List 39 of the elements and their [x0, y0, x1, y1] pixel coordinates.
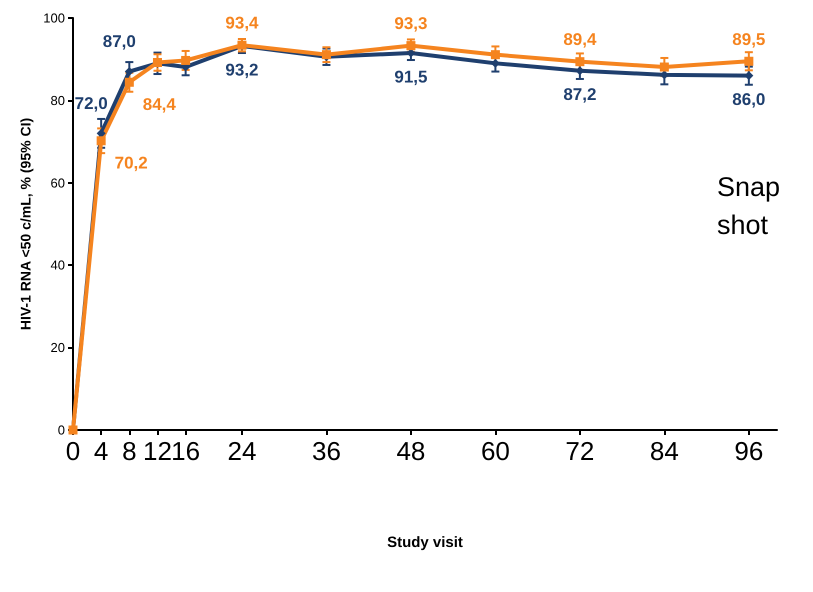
x-tick-label: 84	[650, 436, 679, 466]
y-tick-label: 0	[58, 422, 65, 438]
data-label: 89,4	[563, 30, 597, 50]
data-label: 70,2	[114, 153, 148, 172]
data-label: 84,4	[142, 94, 176, 114]
data-label: 93,4	[225, 14, 260, 33]
x-tick-label: 8	[122, 436, 137, 466]
x-tick-label: 36	[312, 436, 341, 466]
data-label: 93,3	[394, 14, 428, 34]
x-tick-label: 48	[396, 436, 426, 466]
point	[96, 136, 106, 146]
data-label: 86,0	[732, 90, 766, 110]
data-label: 89,5	[732, 30, 766, 49]
y-axis-title: HIV-1 RNA <50 c/mL, % (95% CI)	[17, 118, 34, 330]
y-tick-label: 40	[50, 258, 65, 273]
x-tick-label: 60	[480, 436, 510, 466]
x-axis-title: Study visit	[387, 534, 463, 551]
point	[406, 41, 416, 50]
x-tick-label: 24	[228, 436, 256, 466]
data-label: 87,0	[102, 32, 136, 52]
point	[181, 56, 190, 65]
y-tick-label: 80	[50, 92, 65, 108]
data-label: 91,5	[394, 68, 428, 87]
point	[124, 78, 134, 87]
y-tick-label: 20	[50, 340, 65, 356]
x-tick-label: 72	[565, 436, 594, 466]
x-tick-label: 96	[734, 436, 764, 466]
y-tick-label: 100	[43, 10, 65, 26]
x-tick-label: 12	[143, 436, 172, 466]
point	[490, 50, 500, 60]
point	[660, 62, 669, 72]
y-tick-label: 60	[50, 175, 65, 190]
data-label: 93,2	[225, 60, 259, 80]
x-tick-label: 4	[94, 436, 108, 466]
x-tick-label: 16	[171, 436, 200, 466]
data-label: 72,0	[74, 94, 108, 113]
point	[575, 57, 584, 66]
data-label: 87,2	[563, 85, 596, 104]
annotation: Snap shot	[717, 172, 788, 240]
